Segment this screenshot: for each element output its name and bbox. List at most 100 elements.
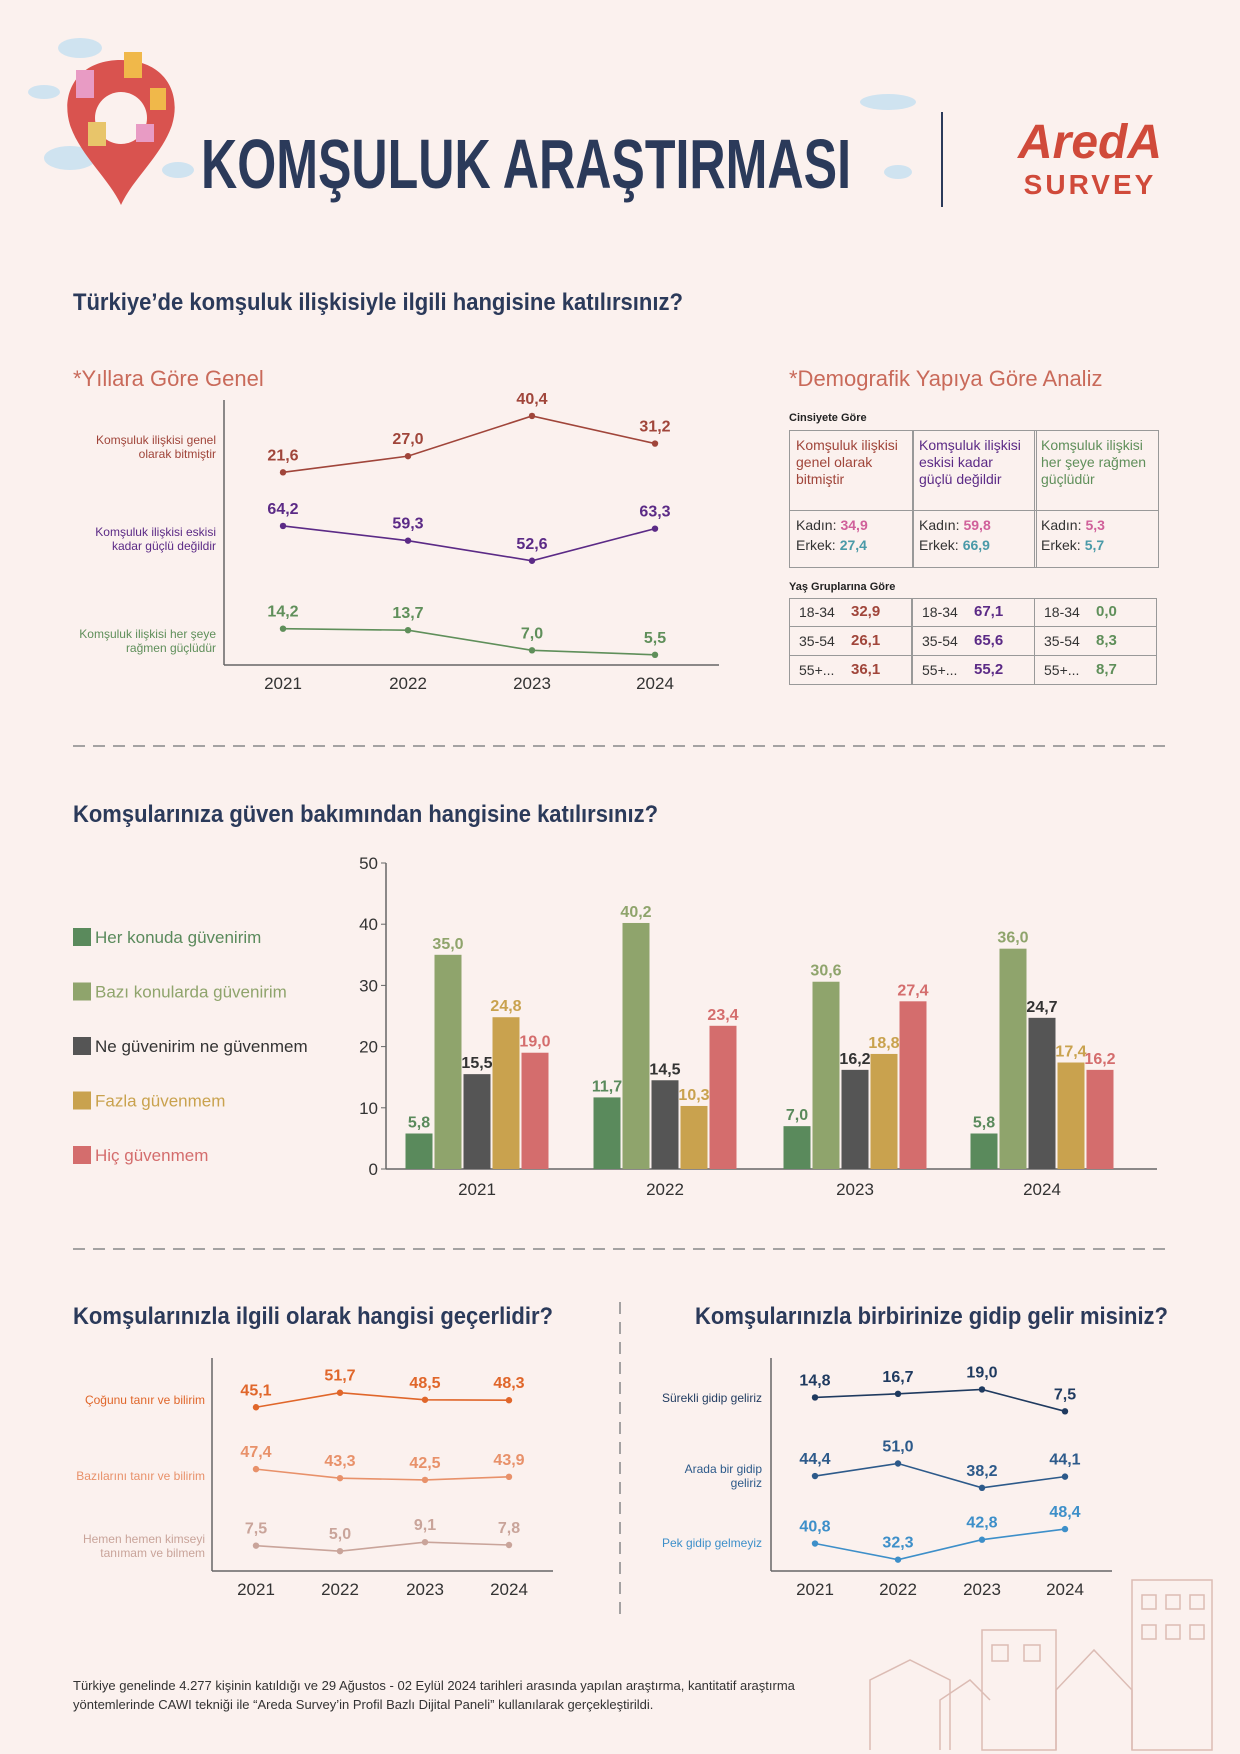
data-point <box>279 522 287 530</box>
bar <box>593 1097 621 1169</box>
section-title: Komşularınızla ilgili olarak hangisi geç… <box>73 1303 553 1330</box>
value-label: 52,6 <box>516 536 547 553</box>
age-value: 65,6 <box>974 632 1004 649</box>
bar <box>651 1080 679 1169</box>
gender-row: Erkek: 5,7 <box>1041 535 1152 555</box>
value-label: 45,1 <box>240 1382 271 1399</box>
bar <box>1057 1062 1085 1169</box>
value-label: 51,7 <box>324 1368 355 1385</box>
data-point <box>336 1389 344 1396</box>
value-label: 7,5 <box>245 1521 267 1538</box>
x-tick-label: 2024 <box>1046 1580 1084 1599</box>
age-value: 67,1 <box>974 603 1004 620</box>
data-point <box>894 1556 902 1563</box>
table-cell <box>789 598 912 627</box>
value-label: 64,2 <box>267 501 298 518</box>
age-label: 55+... <box>922 662 958 678</box>
x-tick-label: 2022 <box>389 674 427 693</box>
series-line <box>814 1462 1066 1489</box>
table-title: Yaş Gruplarına Göre <box>789 581 895 593</box>
value-label: 27,4 <box>897 982 928 999</box>
bar <box>463 1074 491 1169</box>
x-tick-label: 2024 <box>636 674 674 693</box>
data-point <box>1061 1408 1069 1415</box>
bar <box>1028 1017 1056 1169</box>
bar <box>841 1069 869 1169</box>
series-line <box>814 1528 1066 1561</box>
value-label: 35,0 <box>432 936 463 953</box>
gender-row: Kadın: 5,3 <box>1041 515 1152 535</box>
data-point <box>252 1404 260 1411</box>
data-point <box>421 1396 429 1403</box>
subtitle: *Demografik Yapıya Göre Analiz <box>789 366 1102 391</box>
bar <box>999 948 1027 1169</box>
value-label: 36,0 <box>997 930 1028 947</box>
value-label: 38,2 <box>966 1463 997 1480</box>
subtitle: *Yıllara Göre Genel <box>73 366 264 391</box>
value-label: 42,8 <box>966 1515 997 1532</box>
y-tick-label: 0 <box>369 1160 378 1179</box>
series-line <box>282 415 656 474</box>
value-label: 14,5 <box>649 1061 680 1078</box>
table-cell <box>789 656 912 685</box>
logo: AredA <box>1017 116 1162 169</box>
x-tick-label: 2023 <box>963 1580 1001 1599</box>
data-point <box>528 557 536 564</box>
value-label: 48,3 <box>493 1375 524 1392</box>
value-label: 16,2 <box>1084 1051 1115 1068</box>
series-label: Çoğunu tanır ve bilirim <box>84 1393 205 1407</box>
value-label: 48,4 <box>1049 1504 1080 1521</box>
bar <box>812 981 840 1169</box>
age-value: 8,3 <box>1096 632 1117 649</box>
value-label: 5,5 <box>644 630 666 647</box>
table-header-cell: Komşuluk ilişkisi her şeye rağmen güçlüd… <box>1034 430 1159 511</box>
data-point <box>811 1394 819 1401</box>
value-label: 31,2 <box>639 419 670 436</box>
x-tick-label: 2023 <box>406 1580 444 1599</box>
section-title: Komşularınıza güven bakımından hangisine… <box>73 801 658 828</box>
age-label: 35-54 <box>1044 633 1080 649</box>
age-value: 0,0 <box>1096 603 1117 620</box>
value-label: 23,4 <box>707 1007 738 1024</box>
value-label: 14,8 <box>799 1372 830 1389</box>
series-line <box>814 1388 1066 1413</box>
data-point <box>894 1460 902 1467</box>
data-point <box>651 440 659 447</box>
data-point <box>978 1386 986 1393</box>
bar <box>899 1001 927 1169</box>
value-label: 7,0 <box>521 625 543 642</box>
x-tick-label: 2021 <box>264 674 302 693</box>
value-label: 43,9 <box>493 1452 524 1469</box>
value-label: 63,3 <box>639 504 670 521</box>
gender-label: Erkek: <box>796 537 836 553</box>
series-line <box>282 627 656 656</box>
series-label: Komşuluk ilişkisi eskisi kadar güçlü değ… <box>95 525 216 553</box>
bar <box>521 1052 549 1169</box>
legend-swatch <box>73 982 91 1001</box>
data-point <box>505 1473 513 1481</box>
section-title: Komşularınızla birbirinize gidip gelir m… <box>695 1303 1168 1330</box>
value-label: 51,0 <box>882 1439 913 1456</box>
city-illustration <box>869 1579 1213 1751</box>
bar <box>622 922 650 1169</box>
age-label: 55+... <box>799 662 835 678</box>
value-label: 19,0 <box>966 1364 997 1381</box>
gender-label: Kadın: <box>796 517 837 533</box>
bar <box>680 1105 708 1169</box>
series-label: Komşuluk ilişkisi her şeye rağmen güçlüd… <box>79 627 216 655</box>
x-tick-label: 2022 <box>321 1580 359 1599</box>
value-label: 17,4 <box>1055 1044 1086 1061</box>
data-point <box>978 1536 986 1543</box>
value-label: 7,0 <box>786 1107 808 1124</box>
pin-icon <box>67 52 175 205</box>
x-tick-label: 2022 <box>879 1580 917 1599</box>
x-tick-label: 2021 <box>237 1580 275 1599</box>
legend-swatch <box>73 1037 91 1055</box>
gender-value: 5,3 <box>1085 517 1105 533</box>
data-point <box>404 452 412 460</box>
table-header-cell: Komşuluk ilişkisi eskisi kadar güçlü değ… <box>912 430 1037 511</box>
table-cell: Kadın: 59,8 Erkek: 66,9 <box>912 509 1037 568</box>
bar <box>970 1133 998 1169</box>
y-tick-label: 20 <box>359 1038 378 1057</box>
